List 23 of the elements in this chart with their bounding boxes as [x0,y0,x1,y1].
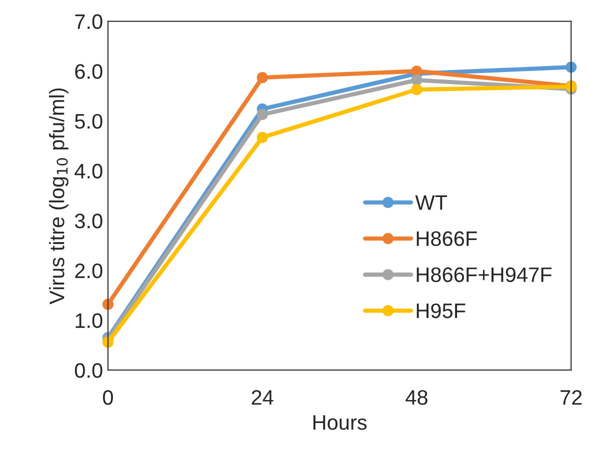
y-tick-label: 6.0 [75,64,102,79]
y-tick-label: 0.0 [74,363,102,378]
legend-label: WT [415,195,448,210]
x-tick-label: 72 [560,390,582,405]
x-tick-label: 0 [102,390,113,405]
y-axis-title: Virus titre (log$_{10}$ pfu/ml) [49,88,68,304]
point [411,74,422,86]
y-tick-label: 1.0 [76,313,102,328]
y-tick-label: 3.0 [74,214,102,228]
legend-label: H866F+H947F [416,267,552,282]
point [256,108,268,120]
x-tick-label: 48 [406,390,428,405]
x-tick-label: 24 [252,390,274,405]
point [256,72,268,84]
y-tick-label: 4.0 [74,164,102,179]
legend-label: H866F [416,231,477,246]
point [256,132,268,143]
y-tick-label: 5.0 [74,114,102,129]
x-axis-title: Hours [313,415,367,430]
legend-label: H95F [416,303,466,318]
point [411,84,422,96]
y-tick-label: 7.0 [75,14,102,30]
y-tick-label: 2.0 [75,263,102,278]
